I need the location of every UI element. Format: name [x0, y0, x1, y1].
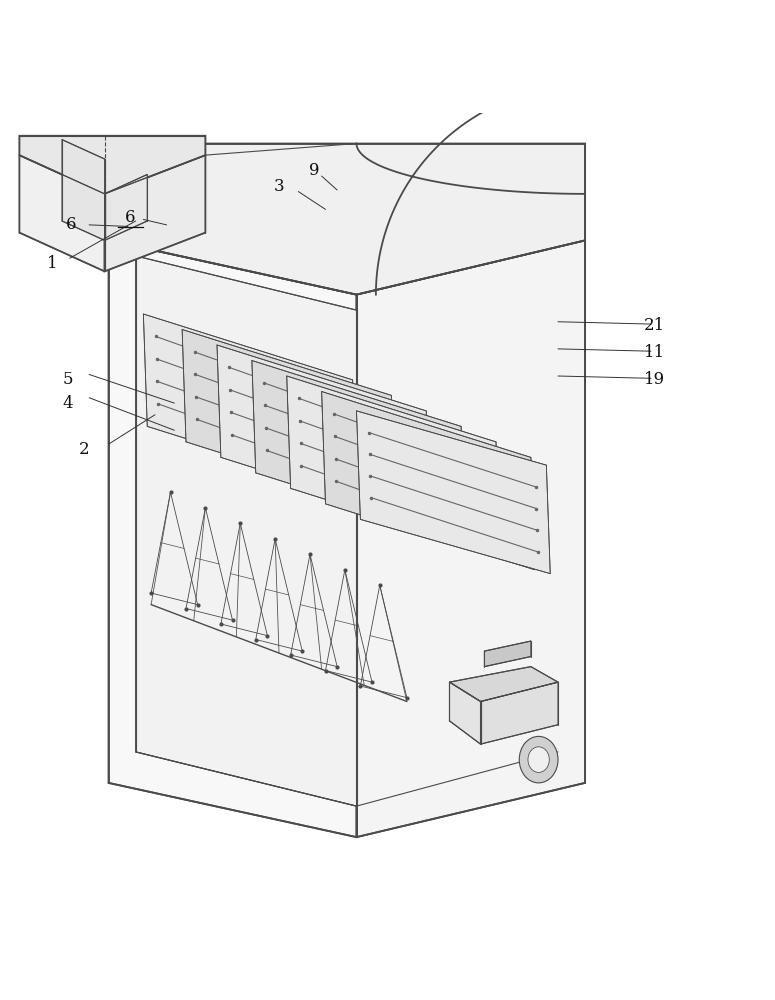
- Text: 6: 6: [66, 216, 77, 233]
- Text: 2: 2: [78, 441, 89, 458]
- Text: 11: 11: [644, 344, 666, 361]
- Polygon shape: [449, 682, 480, 744]
- Text: 19: 19: [644, 371, 666, 388]
- Polygon shape: [109, 143, 585, 295]
- Ellipse shape: [528, 747, 549, 772]
- Polygon shape: [182, 330, 395, 508]
- Polygon shape: [484, 641, 531, 667]
- Text: 6: 6: [125, 209, 136, 226]
- Text: 3: 3: [274, 178, 284, 195]
- Polygon shape: [356, 240, 585, 837]
- Polygon shape: [252, 360, 465, 539]
- Polygon shape: [480, 682, 558, 744]
- Polygon shape: [449, 667, 558, 702]
- Ellipse shape: [519, 736, 558, 783]
- Polygon shape: [136, 256, 356, 806]
- Polygon shape: [105, 155, 205, 271]
- Polygon shape: [109, 240, 356, 837]
- Text: 5: 5: [63, 371, 74, 388]
- Polygon shape: [62, 140, 105, 240]
- Text: 9: 9: [308, 162, 319, 179]
- Polygon shape: [105, 174, 147, 240]
- Text: 21: 21: [644, 317, 666, 334]
- Polygon shape: [19, 155, 105, 271]
- Text: 1: 1: [47, 255, 58, 272]
- Polygon shape: [143, 314, 356, 492]
- Polygon shape: [19, 136, 205, 194]
- Text: 4: 4: [63, 395, 74, 412]
- Polygon shape: [356, 411, 550, 574]
- Polygon shape: [287, 376, 500, 554]
- Polygon shape: [322, 391, 535, 570]
- Polygon shape: [217, 345, 430, 523]
